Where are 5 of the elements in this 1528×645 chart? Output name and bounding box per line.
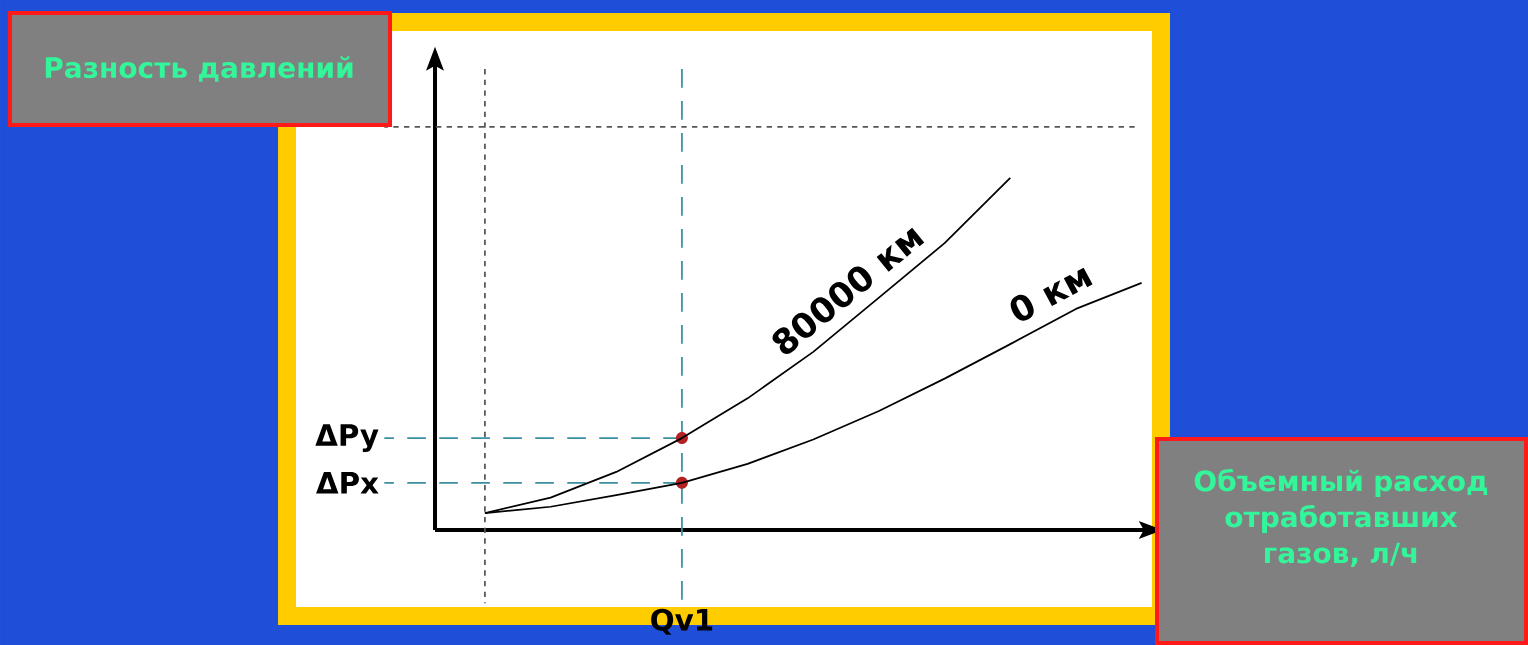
ref-line-label: ΔPx [316,472,379,494]
x-axis-title: Объемный расход отработавших газов, л/ч [1194,468,1488,568]
text: 0 км [1010,267,1093,321]
ref-line-label: ΔPy [315,424,379,452]
y-axis-title: Разность давлений [45,56,353,82]
